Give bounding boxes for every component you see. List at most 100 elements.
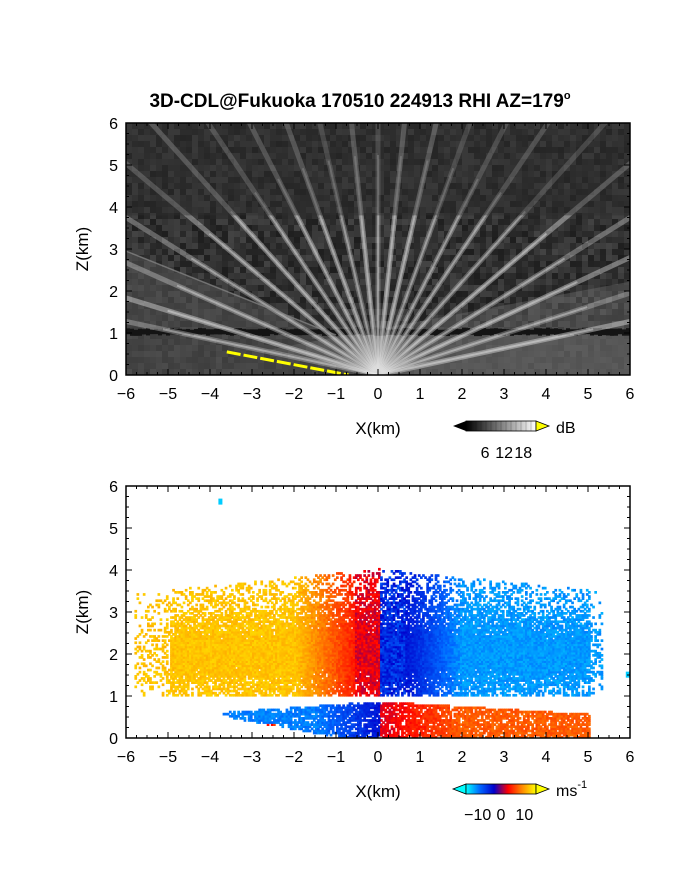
intensity-noise-cell: [252, 297, 258, 303]
velocity-pixel: [165, 660, 169, 663]
intensity-noise-cell: [342, 237, 348, 243]
intensity-noise-cell: [396, 147, 402, 153]
velocity-pixel: [155, 639, 159, 642]
velocity-pixel: [163, 651, 167, 655]
intensity-noise-cell: [588, 165, 594, 171]
intensity-noise-cell: [174, 195, 180, 201]
intensity-noise-cell: [300, 135, 306, 141]
intensity-noise-cell: [276, 285, 282, 291]
velocity-pixel: [151, 685, 154, 689]
intensity-noise-cell: [492, 177, 498, 183]
velocity-pixel: [184, 635, 188, 638]
intensity-noise-cell: [528, 177, 534, 183]
intensity-noise-cell: [618, 159, 624, 165]
intensity-noise-cell: [390, 153, 396, 159]
intensity-noise-cell: [312, 141, 318, 147]
intensity-noise-cell: [168, 189, 174, 195]
intensity-noise-cell: [168, 153, 174, 159]
intensity-noise-cell: [138, 177, 144, 183]
intensity-noise-cell: [318, 297, 324, 303]
intensity-noise-cell: [168, 219, 174, 225]
velocity-pixel: [216, 651, 219, 655]
intensity-noise-cell: [564, 165, 570, 171]
velocity-pixel: [203, 643, 207, 647]
intensity-noise-cell: [456, 183, 462, 189]
intensity-dark-band-cell: [626, 328, 630, 336]
intensity-noise-cell: [444, 135, 450, 141]
intensity-noise-cell: [420, 141, 426, 147]
intensity-noise-cell: [312, 165, 318, 171]
intensity-noise-cell: [162, 255, 168, 261]
intensity-noise-cell: [444, 201, 450, 207]
intensity-noise-cell: [444, 231, 450, 237]
velocity-pixel: [201, 691, 205, 695]
intensity-noise-cell: [420, 315, 426, 321]
intensity-noise-cell: [534, 309, 540, 315]
intensity-ray: [126, 318, 381, 375]
intensity-ray: [205, 123, 381, 375]
intensity-noise-cell: [588, 225, 594, 231]
intensity-noise-cell: [192, 135, 198, 141]
intensity-noise-cell: [324, 321, 330, 327]
velocity-pixel: [193, 620, 196, 624]
intensity-noise-cell: [222, 207, 228, 213]
intensity-dark-band-cell: [342, 329, 346, 335]
intensity-noise-cell: [480, 255, 486, 261]
velocity-pixel: [180, 656, 184, 659]
velocity-pixel: [182, 651, 186, 655]
velocity-pixel: [199, 633, 203, 636]
velocity-pixel: [195, 645, 198, 649]
intensity-noise-cell: [612, 285, 618, 291]
velocity-pixel: [207, 675, 211, 678]
intensity-noise-cell: [264, 303, 270, 309]
intensity-noise-cell: [312, 201, 318, 207]
intensity-noise-cell: [324, 285, 330, 291]
intensity-noise-cell: [204, 123, 210, 129]
velocity-pixel: [172, 633, 175, 636]
velocity-pixel: [193, 637, 196, 640]
intensity-noise-cell: [426, 231, 432, 237]
intensity-noise-cell: [600, 123, 606, 129]
intensity-noise-cell: [174, 135, 180, 141]
intensity-noise-cell: [432, 315, 438, 321]
intensity-noise-cell: [264, 159, 270, 165]
intensity-noise-cell: [228, 195, 234, 201]
intensity-noise-cell: [402, 303, 408, 309]
intensity-noise-cell: [462, 267, 468, 273]
intensity-noise-cell: [306, 201, 312, 207]
intensity-noise-cell: [384, 255, 390, 261]
velocity-pixel: [138, 645, 142, 649]
intensity-noise-cell: [144, 207, 150, 213]
velocity-pixel: [207, 635, 211, 638]
intensity-noise-cell: [156, 159, 162, 165]
velocity-pixel: [182, 645, 186, 649]
intensity-noise-cell: [222, 285, 228, 291]
intensity-noise-cell: [312, 273, 318, 279]
intensity-noise-cell: [294, 165, 300, 171]
intensity-noise-cell: [576, 213, 582, 219]
intensity-noise-cell: [258, 225, 264, 231]
intensity-noise-cell: [138, 237, 144, 243]
intensity-noise-cell: [426, 195, 432, 201]
intensity-noise-cell: [234, 255, 240, 261]
velocity-pixel: [149, 624, 152, 628]
intensity-noise-cell: [462, 303, 468, 309]
velocity-pixel: [189, 618, 192, 621]
intensity-noise-cell: [504, 201, 510, 207]
intensity-noise-cell: [612, 273, 618, 279]
velocity-pixel: [168, 633, 171, 636]
intensity-noise-cell: [216, 129, 222, 135]
intensity-noise-cell: [552, 297, 558, 303]
intensity-noise-cell: [186, 225, 192, 231]
intensity-noise-cell: [474, 279, 480, 285]
intensity-noise-cell: [462, 147, 468, 153]
velocity-pixel: [207, 670, 211, 674]
velocity-pixel: [205, 643, 209, 647]
intensity-noise-cell: [312, 129, 318, 135]
intensity-noise-cell: [486, 261, 492, 267]
intensity-noise-cell: [198, 129, 204, 135]
intensity-noise-cell: [126, 231, 132, 237]
intensity-noise-cell: [462, 309, 468, 315]
velocity-pixel: [197, 641, 201, 645]
intensity-noise-cell: [162, 237, 168, 243]
